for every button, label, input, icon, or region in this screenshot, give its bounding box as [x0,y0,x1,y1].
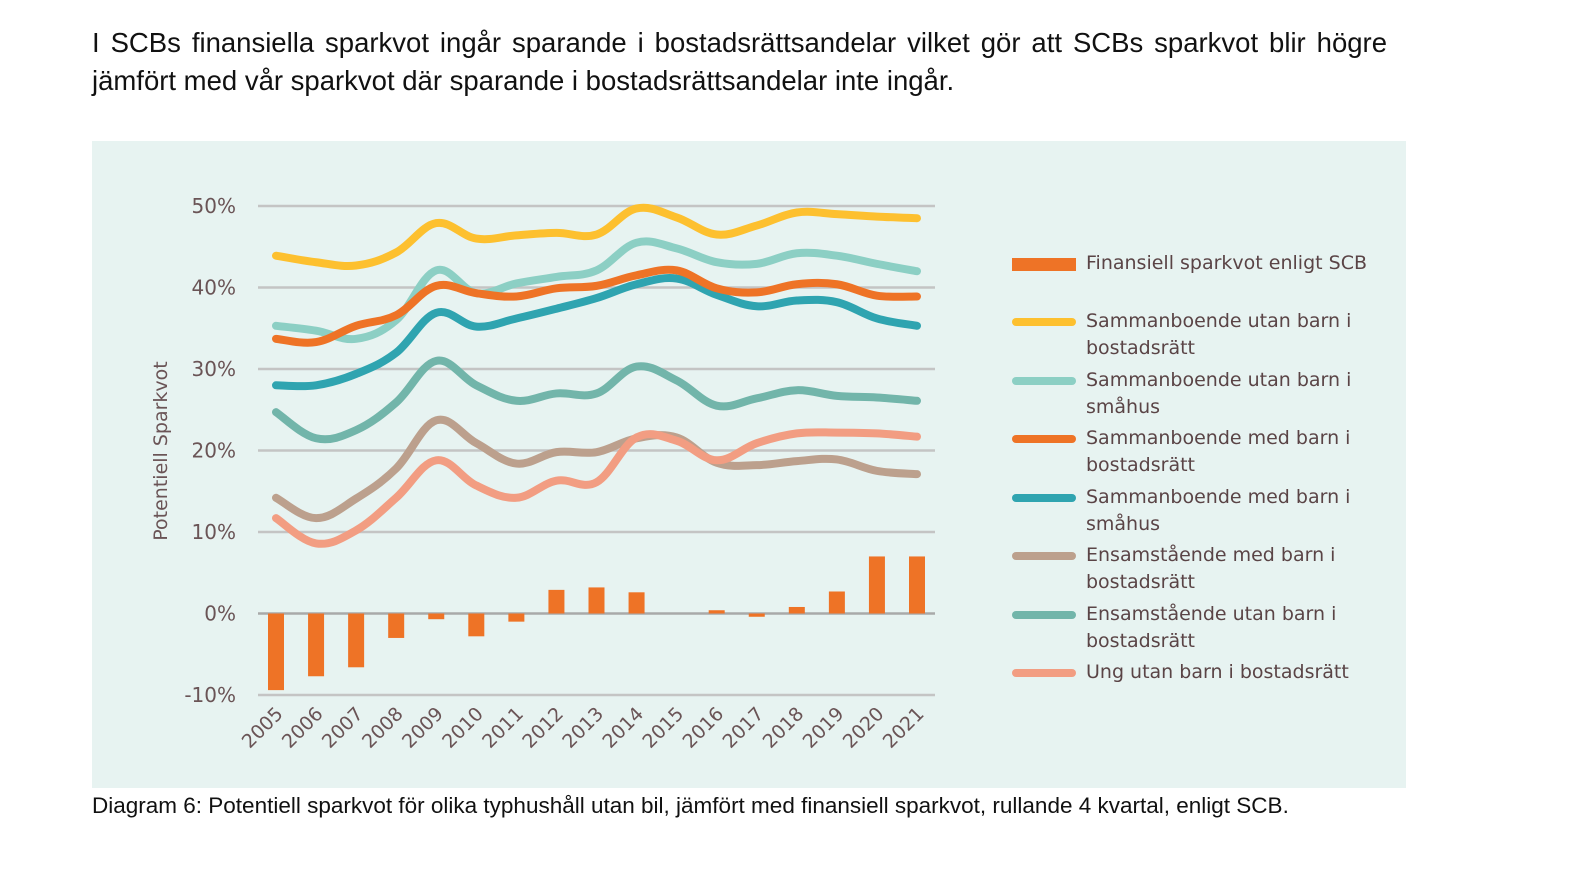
line-ung-utan-barn-i-bostadsrätt [272,428,921,548]
line-sammanboende-med-barn-i-småhus [272,274,921,391]
y-tick-label: 10% [192,520,236,544]
line-ensamstående-utan-barn-i-bostadsrätt [272,356,921,444]
x-tick-label: 2017 [719,703,769,753]
line-sammanboende-med-barn-i-bostadsrätt [272,265,921,347]
bar-series [268,556,925,691]
line-sammanboende-utan-barn-i-bostadsrätt [272,203,921,270]
y-tick-labels: -10% 0% 10% 20% 30% 40% 50% [184,194,236,707]
legend-item: Sammanboende utan barn i bostadsrätt [1012,308,1376,362]
bar-2007 [348,613,365,668]
bar-2006 [308,613,325,677]
legend-label: Sammanboende med barn i bostadsrätt [1086,427,1351,476]
legend-label: Ensamstående utan barn i bostadsrätt [1086,603,1337,652]
y-tick-label: 50% [192,194,236,218]
chart-panel: -10% 0% 10% 20% 30% 40% 50% 2005 2006 2007 2008 20… [92,141,1406,788]
x-tick-label: 2010 [438,703,488,753]
legend-line-swatch [1012,318,1076,326]
legend-item: Ung utan barn i bostadsrätt [1012,659,1376,686]
bar-2005 [268,613,284,691]
x-tick-label: 2005 [238,703,288,753]
legend-line-swatch [1012,611,1076,619]
bar-2017 [748,613,765,617]
bar-2021 [909,556,925,614]
legend-label: Ensamstående med barn i bostadsrätt [1086,544,1336,593]
x-tick-label: 2013 [558,703,608,753]
x-tick-label: 2012 [518,703,568,753]
line-series [272,203,921,548]
legend-bar-swatch [1012,258,1076,271]
bar-2013 [588,587,605,614]
x-tick-label: 2020 [839,703,889,753]
bar-2020 [868,556,885,614]
x-tick-label: 2021 [879,703,929,753]
legend-line-swatch [1012,435,1076,443]
legend-item: Sammanboende med barn i småhus [1012,484,1376,538]
legend-item: Ensamstående med barn i bostadsrätt [1012,542,1376,596]
legend-line-swatch [1012,494,1076,502]
legend-line-swatch [1012,669,1076,677]
bar-2012 [548,589,565,614]
legend-item: Sammanboende utan barn i småhus [1012,367,1376,421]
bar-2008 [388,613,405,638]
legend-item: Sammanboende med barn i bostadsrätt [1012,425,1376,479]
legend-label: Sammanboende utan barn i småhus [1086,369,1352,418]
x-tick-labels: 2005200620072008200920102011201220132014… [238,703,929,753]
legend-label: Finansiell sparkvot enligt SCB [1086,252,1367,274]
intro-paragraph: I SCBs finansiella sparkvot ingår sparan… [92,27,1387,96]
bar-2010 [468,613,485,637]
y-tick-label: 20% [192,439,236,463]
legend-line-swatch [1012,377,1076,385]
x-tick-label: 2015 [638,703,688,753]
chart-svg: -10%0%10%20%30%40%50% 200520062007200820… [150,194,935,753]
figure-caption: Diagram 6: Potentiell sparkvot för olika… [92,793,1289,818]
bar-2014 [628,592,645,614]
bar-2011 [508,613,525,622]
x-tick-label: 2016 [678,703,728,753]
x-tick-label: 2008 [358,703,408,753]
legend-line-swatch [1012,552,1076,560]
x-tick-label: 2018 [759,703,809,753]
line-sammanboende-utan-barn-i-småhus [272,237,921,344]
line-ensamstående-med-barn-i-bostadsrätt [272,415,921,523]
legend-item: Finansiell sparkvot enligt SCB [1012,250,1376,277]
y-tick-label: -10% [184,683,236,707]
y-tick-label: 30% [192,357,236,381]
x-tick-label: 2019 [799,703,849,753]
x-tick-label: 2009 [398,703,448,753]
bar-2016 [708,610,725,614]
bar-2009 [428,613,445,620]
legend-label: Sammanboende utan barn i bostadsrätt [1086,310,1352,359]
x-tick-label: 2007 [318,703,368,753]
y-tick-label: 0% [204,602,236,626]
bar-2019 [828,591,845,614]
x-tick-label: 2006 [278,703,328,753]
legend-label: Sammanboende med barn i småhus [1086,486,1351,535]
legend-label: Ung utan barn i bostadsrätt [1086,661,1349,683]
legend-item: Ensamstående utan barn i bostadsrätt [1012,601,1376,655]
x-tick-label: 2014 [598,703,648,753]
y-axis-label: Potentiell Sparkvot [150,361,172,541]
bar-2018 [788,606,805,614]
x-tick-label: 2011 [478,703,528,753]
y-tick-label: 40% [192,276,236,300]
